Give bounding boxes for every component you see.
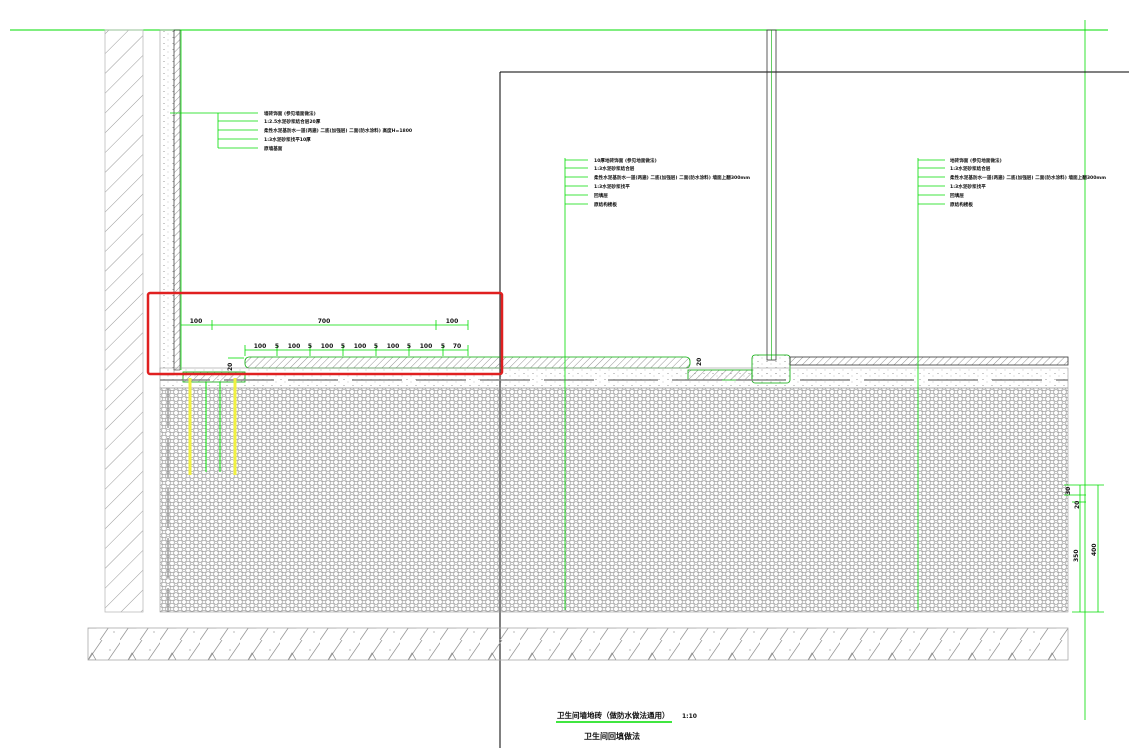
dimension-label: 100 <box>288 343 301 350</box>
dimension-label: 30 <box>1065 487 1072 495</box>
dimension-bottom-labels: 100 5 100 5 100 5 100 5 100 5 100 5 70 <box>254 343 461 350</box>
dimension-label: 350 <box>1073 549 1080 562</box>
note: 1:3水泥砂浆结合层 <box>594 165 635 172</box>
note: 1:3水泥砂浆找平 <box>950 183 986 190</box>
note: 墙砖饰面 (参见墙面做法) <box>264 110 316 117</box>
note: 柔性水泥基防水一道(两遍) 二底(加强层) 二面(防水涂料) 高度H=1800 <box>263 127 412 134</box>
dimension-label: 100 <box>321 343 334 350</box>
note: 回填层 <box>950 192 964 199</box>
dimension-label: 20 <box>1074 501 1081 509</box>
note: 原结构楼板 <box>950 201 973 208</box>
step-dimension: 20 <box>227 363 234 371</box>
wall-tile <box>173 29 181 371</box>
floor-notes-b: 地砖饰面 (参见地面做法) 1:3水泥砂浆结合层 柔性水泥基防水一道(两遍) 二… <box>949 157 1106 208</box>
note: 柔性水泥基防水一道(两遍) 二底(加强层) 二面(防水涂料) 墙面上翻300mm <box>593 174 750 181</box>
step-right-dimension: 20 <box>696 358 703 366</box>
dimension-top-row <box>181 320 469 330</box>
note: 1:2.5水泥砂浆结合层20厚 <box>264 118 321 125</box>
leader-floor-a <box>564 158 588 610</box>
note: 1:3水泥砂浆找平10厚 <box>264 136 311 143</box>
dimension-label: 400 <box>1091 543 1098 556</box>
floor-tile-a <box>244 356 691 369</box>
dimension-label: 100 <box>190 318 203 325</box>
dimension-label: 5 <box>441 343 445 350</box>
note: 地砖饰面 (参见地面做法) <box>950 157 1002 164</box>
dimension-label: 100 <box>420 343 433 350</box>
dimension-label: 5 <box>308 343 312 350</box>
backfill-layer <box>159 387 1069 613</box>
dimension-label: 70 <box>453 343 461 350</box>
dimension-right <box>1064 484 1104 613</box>
wall-plaster-layer <box>159 29 175 376</box>
note: 1:3水泥砂浆结合层 <box>950 165 991 172</box>
dimension-bottom-row <box>244 345 469 356</box>
leader-wall <box>170 112 258 149</box>
dimension-label: 100 <box>446 318 459 325</box>
note: 柔性水泥基防水一道(两遍) 二底(加强层) 二面(防水涂料) 墙面上翻300mm <box>949 174 1106 181</box>
masonry-wall <box>104 29 144 613</box>
dimension-label: 5 <box>341 343 345 350</box>
note: 1:3水泥砂浆找平 <box>594 183 630 190</box>
leader-floor-b <box>917 158 945 610</box>
dimension-label: 100 <box>254 343 267 350</box>
drawing-title: 卫生间墙地砖（做防水做法通用） <box>557 710 670 720</box>
note: 原结构楼板 <box>594 201 617 208</box>
wall-notes: 墙砖饰面 (参见墙面做法) 1:2.5水泥砂浆结合层20厚 柔性水泥基防水一道(… <box>263 110 412 152</box>
floor-tile-b <box>789 356 1069 366</box>
dimension-label: 5 <box>374 343 378 350</box>
note: 回填层 <box>594 192 608 199</box>
dimension-label: 700 <box>318 318 331 325</box>
highlight-box <box>146 291 504 376</box>
dimension-label: 100 <box>354 343 367 350</box>
drawing-scale: 1:10 <box>682 713 697 720</box>
dimension-label: 100 <box>387 343 400 350</box>
drawing-subtitle: 卫生间回填做法 <box>584 731 640 741</box>
structural-slab <box>87 627 1069 661</box>
note: 10厚地砖饰面 (参见地面做法) <box>594 157 657 164</box>
dimension-label: 5 <box>407 343 411 350</box>
dimension-label: 5 <box>275 343 279 350</box>
floor-notes-a: 10厚地砖饰面 (参见地面做法) 1:3水泥砂浆结合层 柔性水泥基防水一道(两遍… <box>593 157 750 208</box>
screed-layer <box>159 367 1069 389</box>
note: 原墙基面 <box>264 145 283 152</box>
